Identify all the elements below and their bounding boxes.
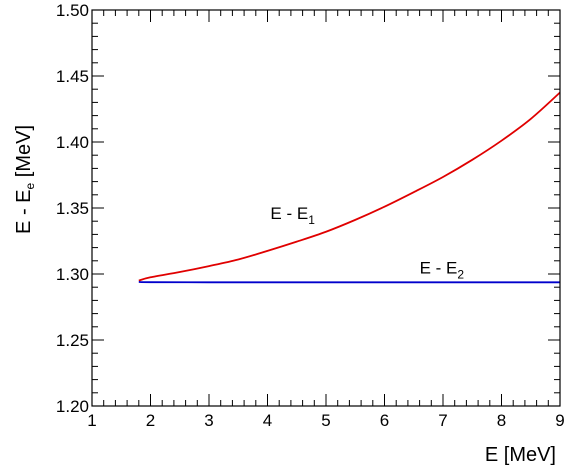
x-tick-label: 7: [438, 411, 447, 430]
annotation-sub: 2: [457, 268, 464, 282]
annotation-2: E - E2: [420, 259, 465, 282]
x-tick-label: 9: [555, 411, 564, 430]
y-axis-title: E - Ee [MeV]: [13, 125, 37, 234]
annotation-sub: 1: [308, 213, 315, 227]
y-tick-label: 1.20: [56, 397, 89, 416]
x-tick-label: 8: [497, 411, 506, 430]
x-tick-label: 1: [87, 411, 96, 430]
y-tick-label: 1.50: [56, 1, 89, 20]
series-line-1: [138, 91, 561, 282]
annotation-main: E - E: [420, 259, 458, 278]
y-axis-title-sub: e: [23, 182, 37, 189]
x-axis-title: E [MeV]: [485, 444, 556, 466]
x-tick-label: 6: [380, 411, 389, 430]
annotations: E - E1E - E2: [270, 204, 464, 281]
y-tick-labels: 1.20 1.25 1.30 1.35 1.40 1.45 1.50: [56, 1, 89, 416]
series-group: [138, 91, 561, 284]
y-axis-title-unit: [MeV]: [13, 125, 35, 183]
y-tick-label: 1.40: [56, 133, 89, 152]
x-tick-label: 2: [146, 411, 155, 430]
x-tick-label: 5: [321, 411, 330, 430]
plot-frame: [91, 9, 561, 407]
y-tick-label: 1.25: [56, 331, 89, 350]
annotation-main: E - E: [270, 204, 308, 223]
y-axis-title-main: E - E: [13, 189, 35, 233]
y-tick-label: 1.35: [56, 199, 89, 218]
ticks-group: [91, 9, 561, 407]
x-tick-label: 4: [263, 411, 272, 430]
x-tick-labels: 1 2 3 4 5 6 7 8 9: [87, 411, 564, 430]
y-tick-label: 1.30: [56, 265, 89, 284]
annotation-1: E - E1: [270, 204, 315, 227]
x-tick-label: 3: [204, 411, 213, 430]
y-tick-label: 1.45: [56, 67, 89, 86]
